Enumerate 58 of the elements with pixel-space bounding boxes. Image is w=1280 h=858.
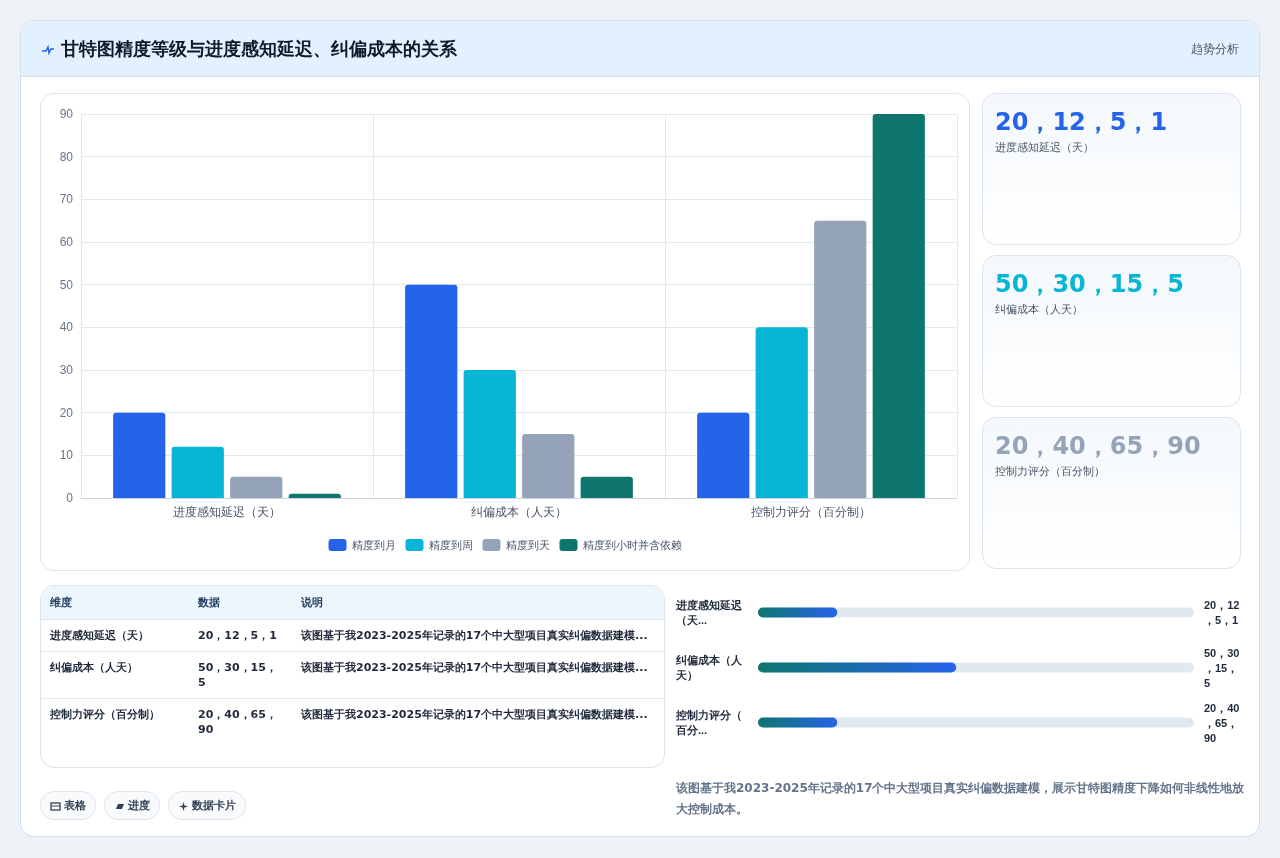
- text: 数据: [189, 586, 292, 620]
- text: 20，12，5，1: [189, 619, 292, 652]
- y-tick-label: 30: [59, 363, 74, 377]
- data-label: 20，12，5，1: [1204, 599, 1240, 626]
- text: 维度: [41, 586, 189, 620]
- x-tick-label: 进度感知延迟（天）: [173, 505, 281, 519]
- text: 数据卡片: [168, 791, 246, 820]
- text: 趋势分析: [1191, 41, 1239, 58]
- text: 说明: [292, 586, 664, 620]
- text: 进度感知延迟（天）: [995, 140, 1094, 155]
- text: 表格: [40, 791, 96, 820]
- legend-label: 精度到周: [428, 539, 473, 551]
- chart-title: 甘特图精度等级与进度感知延迟、纠偏成本的关系: [61, 38, 457, 59]
- bar: [580, 476, 633, 498]
- y-tick-label: 控制力评分（百分...: [675, 709, 742, 736]
- text: 20，40，65，90: [995, 431, 1201, 462]
- y-tick-label: 70: [59, 192, 74, 207]
- data-label: 50，30，15，5: [1204, 646, 1240, 689]
- bar: [113, 412, 166, 498]
- data-label: 20，40，65，90: [1204, 701, 1240, 744]
- legend-label: 精度到天: [505, 539, 550, 551]
- text: 该图基于我2023-2025年记录的17个中大型项目真实纠偏数据建模...: [292, 651, 664, 699]
- bar: [697, 412, 750, 498]
- y-tick-label: 90: [59, 107, 74, 121]
- y-tick-label: 进度感知延迟（天...: [675, 599, 743, 627]
- text: 进度感知延迟（天）: [41, 619, 189, 652]
- y-tick-label: 10: [59, 448, 74, 463]
- y-tick-label: 纠偏成本（人天）: [675, 654, 743, 682]
- x-tick-label: 控制力评分（百分制）: [751, 505, 871, 519]
- y-tick-label: 50: [59, 277, 74, 292]
- y-tick-label: 80: [59, 149, 74, 164]
- text: 该图基于我2023-2025年记录的17个中大型项目真实纠偏数据建模...: [292, 698, 664, 745]
- text: 50，30，15，5: [995, 269, 1184, 300]
- bar: [814, 220, 867, 498]
- text: 50，30，15，5: [189, 651, 292, 699]
- bar: [463, 370, 516, 498]
- text: 进度: [104, 791, 160, 820]
- text: 20，12，5，1: [995, 107, 1168, 138]
- bar: [230, 476, 283, 498]
- bar: [288, 493, 341, 498]
- y-tick-label: 20: [59, 405, 74, 420]
- text: 纠偏成本（人天）: [995, 302, 1083, 317]
- y-tick-label: 40: [59, 320, 74, 335]
- bar: [872, 114, 925, 498]
- bar: [171, 446, 224, 498]
- y-tick-label: 60: [59, 235, 74, 249]
- y-tick-label: 0: [66, 491, 74, 505]
- legend-label: 精度到小时并含依赖: [582, 539, 682, 551]
- text: 控制力评分（百分制）: [995, 464, 1105, 479]
- x-tick-label: 纠偏成本（人天）: [471, 505, 567, 519]
- bar: [522, 434, 575, 498]
- text: 20，40，65，90: [189, 698, 292, 745]
- bar: [755, 327, 808, 498]
- text: 该图基于我2023-2025年记录的17个中大型项目真实纠偏数据建模...: [292, 619, 664, 652]
- text: 控制力评分（百分制）: [41, 698, 189, 745]
- bar: [405, 284, 458, 498]
- text: 该图基于我2023-2025年记录的17个中大型项目真实纠偏数据建模，展示甘特图精度下降如何非线性地放大控制成本。: [676, 780, 1246, 818]
- legend-label: 精度到月: [351, 539, 396, 551]
